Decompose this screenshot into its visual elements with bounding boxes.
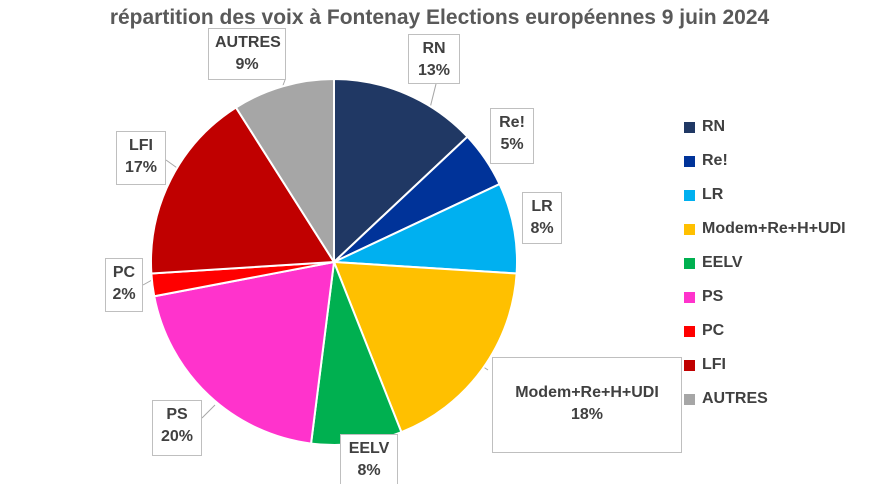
legend-item-re: Re! <box>684 150 874 184</box>
legend-label: PC <box>702 322 725 339</box>
data-label-lfi: LFI 17% <box>116 131 166 185</box>
pie-slice-modem-re-h-udi <box>332 260 518 434</box>
data-label-re: Re! 5% <box>490 108 534 164</box>
data-label-rn: RN 13% <box>408 34 460 84</box>
legend-swatch <box>684 326 695 337</box>
pie-slice-lfi <box>150 106 336 275</box>
legend-item-eelv: EELV <box>684 252 874 286</box>
data-label-eelv: EELV 8% <box>340 434 398 484</box>
pie-slice-ps <box>153 260 336 445</box>
pie-slice-rn <box>333 77 469 265</box>
legend-item-pc: PC <box>684 320 874 354</box>
legend-swatch <box>684 394 695 405</box>
legend-swatch <box>684 360 695 371</box>
legend-item-autres: AUTRES <box>684 388 874 422</box>
pie-slice-lr <box>333 182 518 275</box>
legend-swatch <box>684 190 695 201</box>
legend-item-rn: RN <box>684 116 874 150</box>
legend-label: EELV <box>702 254 743 271</box>
legend-swatch <box>684 292 695 303</box>
legend-swatch <box>684 122 695 133</box>
legend-item-ps: PS <box>684 286 874 320</box>
data-label-pc: PC 2% <box>105 258 143 312</box>
legend: RN Re! LR Modem+Re+H+UDI EELV PS PC LFI … <box>684 116 874 422</box>
legend-label: PS <box>702 288 724 305</box>
data-label-modem: Modem+Re+H+UDI 18% <box>492 357 682 453</box>
leader-line <box>429 83 437 109</box>
leader-line <box>201 404 216 419</box>
data-label-ps: PS 20% <box>152 400 202 456</box>
data-label-autres: AUTRES 9% <box>208 28 286 80</box>
legend-item-lr: LR <box>684 184 874 218</box>
pie-slice-autres <box>234 77 335 266</box>
leader-line <box>142 279 153 286</box>
legend-swatch <box>684 224 695 235</box>
legend-swatch <box>684 156 695 167</box>
legend-label: LR <box>702 186 724 203</box>
legend-label: Modem+Re+H+UDI <box>702 220 846 237</box>
legend-label: AUTRES <box>702 390 768 407</box>
legend-item-modem: Modem+Re+H+UDI <box>684 218 874 252</box>
legend-label: RN <box>702 118 726 135</box>
chart-title: répartition des voix à Fontenay Election… <box>109 6 770 29</box>
legend-label: LFI <box>702 356 726 373</box>
legend-swatch <box>684 258 695 269</box>
data-label-lr: LR 8% <box>522 192 562 244</box>
legend-item-lfi: LFI <box>684 354 874 388</box>
legend-label: Re! <box>702 152 728 169</box>
